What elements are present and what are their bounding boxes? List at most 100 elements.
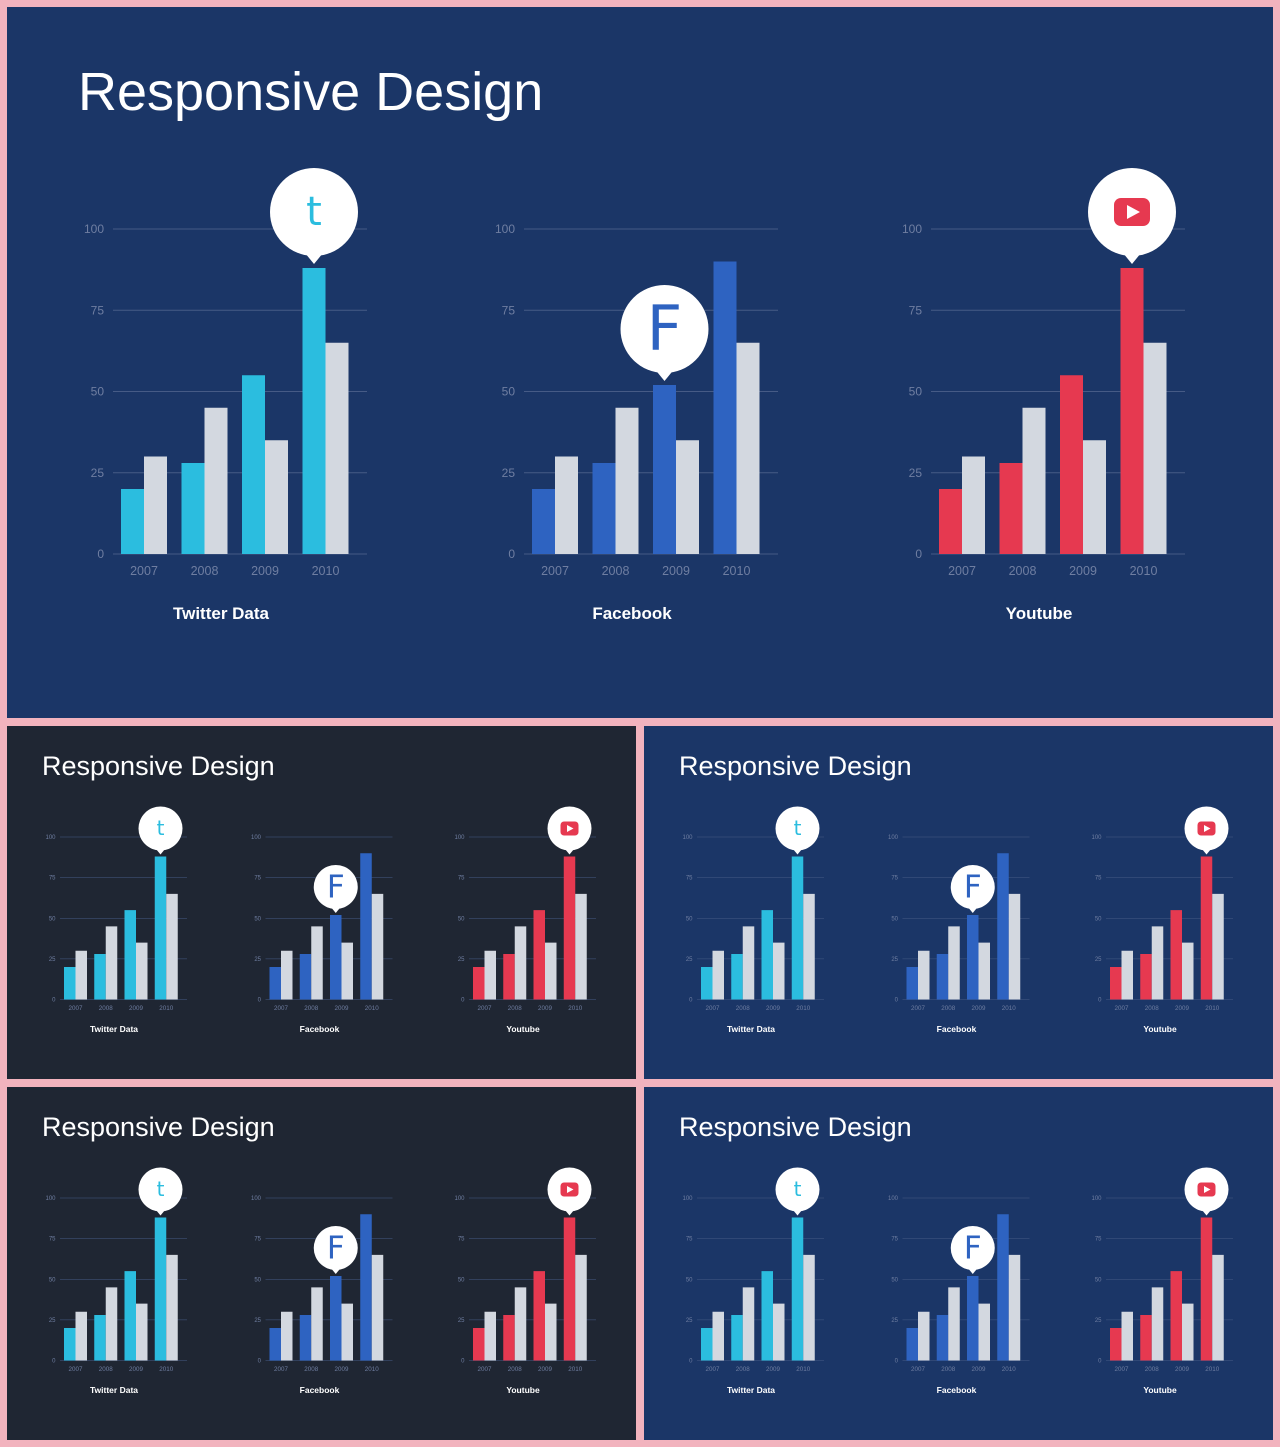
facebook-icon-glyph: F: [964, 1231, 982, 1267]
bar-comparison: [166, 893, 178, 1000]
y-tick-label: 50: [686, 1277, 693, 1283]
bar-comparison: [484, 950, 496, 1000]
bar-comparison: [575, 1254, 587, 1361]
bar-primary: [1170, 1271, 1182, 1361]
chart-youtube: 0 25 50 75 100 2007 2008 2009 2010 Youtube: [1091, 806, 1233, 1034]
youtube-icon: [1114, 198, 1150, 226]
bar-comparison: [281, 1311, 293, 1361]
marker-circle: [313, 1226, 358, 1270]
bar-primary: [299, 954, 312, 1000]
x-tick-label: 2010: [365, 1005, 379, 1012]
marker-pointer: [156, 849, 165, 855]
y-tick-label: 0: [52, 1359, 56, 1365]
chart-title: Twitter Data: [727, 1385, 775, 1395]
bar-comparison: [1121, 1311, 1133, 1361]
slide-thumbnail-dark-1: Responsive Design 0 25 50 75 100 2007 2008 2009…: [7, 726, 636, 1079]
bar-primary: [761, 1271, 773, 1361]
x-tick-label: 2010: [312, 564, 340, 578]
bar-comparison: [1022, 407, 1046, 554]
marker-pointer: [565, 849, 574, 855]
x-tick-label: 2010: [159, 1005, 173, 1012]
twitter-icon-glyph: t: [794, 1177, 802, 1201]
slide-thumbnail-navy-2: Responsive Design 0 25 50 75 100 2007 2008 2009…: [644, 1087, 1273, 1440]
marker-bubble: F: [313, 1226, 358, 1274]
y-tick-label: 0: [97, 547, 104, 561]
y-tick-label: 75: [1095, 876, 1102, 882]
y-tick-label: 0: [689, 1359, 693, 1365]
y-tick-label: 75: [254, 1237, 261, 1243]
marker-circle: [138, 1167, 183, 1212]
slide-title: Responsive Design: [42, 751, 275, 781]
x-tick-label: 2008: [304, 1366, 318, 1373]
x-tick-label: 2009: [1175, 1366, 1189, 1373]
bar-comparison: [742, 926, 755, 1000]
bar-comparison: [514, 1287, 527, 1361]
chart-twitter: 0 25 50 75 100 2007 2008 2009 2010 Twitter Data t: [682, 1167, 824, 1395]
bar-primary: [761, 910, 773, 1000]
bar-primary: [731, 954, 743, 1000]
bar-comparison: [1182, 1303, 1194, 1361]
bar-primary: [701, 1328, 713, 1361]
y-tick-label: 100: [1091, 1196, 1102, 1202]
twitter-icon: t: [157, 816, 165, 840]
x-tick-label: 2008: [508, 1366, 522, 1373]
marker-bubble: F: [950, 865, 995, 913]
bar-primary: [154, 856, 167, 1000]
slide-title: Responsive Design: [679, 751, 912, 781]
bar-comparison: [575, 893, 587, 1000]
youtube-icon-play: [567, 1186, 574, 1193]
bar-primary: [936, 1315, 949, 1361]
x-tick-label: 2007: [911, 1005, 925, 1012]
marker-bubble: t: [775, 1167, 820, 1216]
bar-primary: [997, 853, 1009, 1000]
bar-comparison: [311, 926, 323, 1000]
marker-bubble: [547, 806, 592, 855]
chart-facebook: 0 25 50 75 100 2007 2008 2009 2010 Facebook F: [251, 835, 393, 1034]
y-tick-label: 75: [686, 1237, 693, 1243]
x-tick-label: 2007: [274, 1366, 288, 1373]
bar-primary: [653, 385, 676, 554]
x-tick-label: 2009: [766, 1005, 780, 1012]
bar-comparison: [325, 342, 349, 554]
x-tick-label: 2008: [1145, 1366, 1159, 1373]
x-tick-label: 2010: [796, 1005, 810, 1012]
marker-bubble: [547, 1167, 592, 1216]
y-tick-label: 25: [254, 957, 261, 963]
bar-comparison: [1143, 342, 1167, 554]
bar-primary: [1120, 268, 1144, 554]
x-tick-label: 2007: [478, 1005, 492, 1012]
x-tick-label: 2008: [736, 1005, 750, 1012]
y-tick-label: 25: [891, 1318, 898, 1324]
y-tick-label: 25: [502, 466, 516, 480]
bar-primary: [791, 856, 804, 1000]
y-tick-label: 50: [49, 1277, 56, 1283]
y-tick-label: 0: [258, 1359, 262, 1365]
bar-primary: [592, 463, 616, 554]
bar-comparison: [1212, 1254, 1224, 1361]
x-tick-label: 2009: [335, 1005, 349, 1012]
marker-circle: [138, 806, 183, 851]
bar-primary: [299, 1315, 312, 1361]
chart-facebook: 0 25 50 75 100 2007 2008 2009 2010 Facebook F: [888, 835, 1030, 1034]
y-tick-label: 100: [454, 1196, 465, 1202]
facebook-icon-glyph: F: [327, 870, 345, 906]
bar-comparison: [1151, 1287, 1164, 1361]
charts-area: 0 25 50 75 100 2007 2008 2009 2010 Twitter Data t 0…: [7, 7, 1273, 718]
marker-bubble: F: [313, 865, 358, 913]
x-tick-label: 2007: [130, 564, 158, 578]
youtube-icon: [560, 821, 579, 836]
x-tick-label: 2009: [251, 564, 279, 578]
y-tick-label: 75: [686, 876, 693, 882]
marker-pointer: [968, 907, 978, 913]
x-tick-label: 2008: [1009, 564, 1037, 578]
bar-primary: [1140, 1315, 1152, 1361]
youtube-icon-play: [1127, 205, 1140, 219]
y-tick-label: 100: [45, 835, 56, 841]
slide-title: Responsive Design: [42, 1112, 275, 1142]
marker-bubble: [1184, 1167, 1229, 1216]
charts-area: 0 25 50 75 100 2007 2008 2009 2010 Twitter Data t 0…: [644, 726, 1273, 1079]
bar-primary: [242, 375, 265, 554]
y-tick-label: 100: [84, 222, 104, 236]
chart-title: Twitter Data: [173, 604, 270, 623]
